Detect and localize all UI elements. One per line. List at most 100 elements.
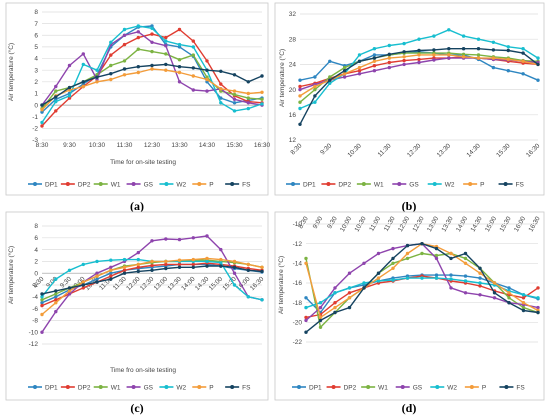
chart-d-point-gs-0	[304, 318, 308, 323]
chart-b-point-p-4	[357, 65, 362, 70]
chart-c-point-w2-0	[40, 295, 44, 299]
chart-d-legend-label-dp1: DP1	[309, 384, 322, 391]
chart-d-point-p-15	[521, 301, 526, 305]
chart-b-point-dp1-5	[372, 53, 377, 57]
chart-a-point-dp2-1	[54, 109, 58, 113]
chart-a-point-fs-0	[40, 103, 44, 107]
chart-d-point-w2-4	[362, 281, 366, 285]
chart-c-point-dp2-7	[136, 265, 140, 269]
chart-b-point-fs-3	[342, 69, 347, 73]
chart-panel-c-frame	[5, 211, 269, 401]
chart-b-point-w2-6	[387, 43, 391, 48]
chart-d-legend-marker-p	[469, 385, 474, 389]
chart-c-legend-marker-dp1	[33, 385, 37, 389]
chart-c-point-fs-11	[191, 265, 195, 269]
chart-b-point-fs-15	[521, 51, 525, 55]
chart-a-point-p-7	[136, 70, 140, 75]
chart-c-point-p-8	[150, 259, 154, 264]
chart-a-y-tick-label-3: 0	[34, 102, 38, 109]
chart-d-point-fs-16	[536, 310, 540, 315]
chart-a-point-fs-14	[232, 73, 237, 77]
chart-d-point-fs-2	[333, 310, 337, 315]
chart-d-y-tick-label-2: -18	[293, 300, 303, 307]
chart-c-point-fs-0	[40, 292, 44, 296]
chart-a-point-gs-11	[191, 88, 195, 92]
chart-c-point-dp1-1	[54, 295, 58, 299]
chart-b-point-p-0	[298, 94, 302, 98]
chart-d-point-dp1-14	[507, 286, 511, 290]
chart-d-point-dp2-15	[521, 296, 526, 300]
chart-a-point-fs-4	[95, 75, 99, 79]
chart-a-point-p-15	[246, 91, 250, 96]
chart-a-y-axis-label: Air temperature (°C)	[7, 43, 15, 101]
chart-a-point-dp2-8	[150, 32, 154, 36]
chart-d-point-w2-7	[405, 276, 410, 280]
chart-d-point-gs-13	[492, 296, 497, 300]
chart-b-point-p-7	[402, 55, 406, 59]
chart-c-point-gs-2	[67, 292, 72, 296]
chart-a-point-gs-3	[81, 52, 86, 56]
chart-b-point-dp2-5	[372, 63, 377, 68]
chart-d-legend-label-p: P	[482, 384, 486, 391]
chart-a-point-fs-11	[191, 66, 195, 70]
chart-c-point-p-3	[81, 280, 86, 284]
chart-a-point-fs-8	[150, 63, 154, 68]
chart-c-y-tick-label-5: -2	[32, 282, 38, 289]
chart-a-legend: DP1 DP2 W1 GS W2 P FS	[28, 181, 251, 188]
chart-b-legend-marker-w1	[361, 182, 366, 186]
chart-c-legend-marker-w2	[164, 385, 169, 389]
chart-d-point-p-0	[304, 261, 308, 265]
panel-label-d: (d)	[402, 401, 417, 415]
chart-a-x-tick-label-2: 10:30	[89, 142, 106, 149]
chart-b-point-dp2-8	[417, 57, 421, 62]
chart-a-legend-marker-gs	[131, 182, 136, 186]
chart-b-point-fs-11	[461, 47, 466, 51]
chart-c-point-p-15	[246, 262, 250, 267]
chart-b-point-w2-13	[491, 40, 496, 44]
chart-c-legend-label-dp2: DP2	[78, 384, 91, 391]
chart-a-x-tick-label-3: 11:30	[117, 142, 133, 149]
chart-a-x-tick-label-7: 15:30	[226, 142, 243, 149]
chart-d-point-w1-6	[391, 261, 395, 265]
chart-a-point-gs-8	[150, 40, 154, 44]
chart-b-legend-marker-gs	[397, 182, 402, 186]
chart-a-legend-label-fs: FS	[242, 181, 251, 188]
chart-b-point-p-1	[313, 84, 317, 89]
chart-c-point-dp2-8	[150, 263, 154, 268]
chart-a-legend-label-p: P	[209, 181, 213, 188]
chart-a-point-fs-13	[219, 69, 223, 74]
chart-d-point-w2-11	[463, 279, 468, 283]
chart-b-point-w2-5	[372, 47, 377, 51]
chart-panel-c: Air temperature (°C) Time fro on-site te…	[5, 211, 269, 401]
chart-b-point-dp2-4	[357, 69, 362, 73]
chart-c-legend-label-w1: W1	[111, 384, 121, 391]
chart-d-legend-marker-dp2	[331, 385, 336, 389]
chart-a-point-w2-11	[191, 45, 195, 49]
chart-d-point-w2-3	[347, 286, 352, 290]
chart-b-point-w2-11	[461, 34, 466, 38]
chart-d-point-dp2-0	[304, 315, 308, 320]
chart-c-point-p-0	[40, 312, 44, 317]
chart-a-y-tick-label-0: -3	[32, 137, 38, 144]
chart-a-point-dp2-11	[191, 39, 195, 43]
chart-a-x-ticks: 8:30 9:30 10:30 11:30 12:30 13:30 14:30 15:30 16…	[36, 142, 271, 149]
chart-a-point-w1-11	[191, 53, 195, 57]
chart-d-point-w2-5	[376, 279, 381, 283]
chart-d-point-fs-11	[463, 251, 468, 256]
chart-c-point-dp2-0	[40, 303, 44, 308]
chart-b-y-tick-label-1: 16	[289, 112, 297, 119]
chart-c-point-w2-15	[246, 295, 250, 299]
chart-d-point-dp1-9	[434, 273, 439, 277]
panel-label-b: (b)	[402, 199, 417, 213]
chart-a-legend-label-w1: W1	[111, 181, 121, 188]
chart-b-point-w1-3	[342, 65, 347, 70]
chart-d-point-gs-11	[463, 291, 468, 295]
chart-b-point-dp1-16	[536, 78, 540, 82]
chart-a-point-fs-3	[81, 80, 86, 84]
chart-a-legend-label-dp1: DP1	[45, 181, 58, 188]
chart-a-point-dp2-10	[177, 27, 182, 32]
chart-c-point-fs-12	[205, 264, 209, 268]
chart-d-point-w2-16	[536, 296, 540, 300]
chart-d-point-dp2-2	[333, 301, 337, 305]
chart-d-point-w1-9	[434, 253, 439, 258]
